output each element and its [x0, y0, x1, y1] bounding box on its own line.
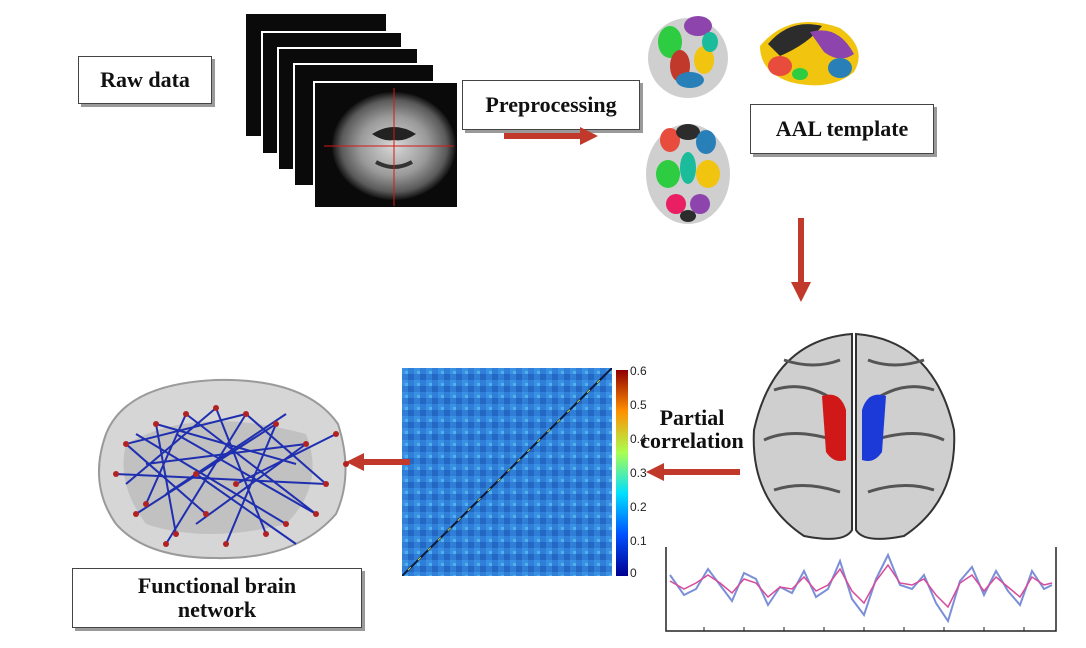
partial-correlation-line1: Partial [659, 405, 725, 430]
aal-template-label: AAL template [750, 104, 934, 154]
time-series-plot [665, 547, 1057, 632]
partial-correlation-line2: correlation [640, 428, 744, 454]
aal-template-images [646, 16, 859, 224]
functional-line2: network [177, 597, 257, 622]
colorbar-tick-1: 0.5 [630, 398, 647, 412]
functional-brain-network-image [97, 378, 349, 560]
raw-data-label: Raw data [78, 56, 212, 104]
correlation-matrix [402, 368, 612, 576]
functional-line1: Functional brain [137, 572, 297, 598]
arrow-to-network [346, 453, 410, 471]
arrow-to-matrix [646, 463, 740, 481]
colorbar-tick-3: 0.3 [630, 466, 647, 480]
colorbar-tick-6: 0 [630, 566, 637, 580]
colorbar-tick-5: 0.1 [630, 534, 647, 548]
raw-data-text: Raw data [100, 66, 190, 92]
colorbar-tick-4: 0.2 [630, 500, 647, 514]
colorbar [616, 370, 628, 576]
mri-slice-stack [246, 14, 459, 209]
arrow-to-aal [504, 127, 598, 145]
colorbar-tick-2: 0.4 [630, 432, 647, 446]
partial-correlation-label: Partial correlation [632, 406, 752, 452]
colorbar-tick-0: 0.6 [630, 364, 647, 378]
functional-brain-network-label: Functional brain network [72, 568, 362, 628]
arrow-down [791, 218, 811, 302]
aal-template-text: AAL template [775, 115, 909, 141]
brain-top-view [752, 332, 956, 540]
preprocessing-label: Preprocessing [462, 80, 640, 130]
preprocessing-text: Preprocessing [485, 91, 617, 117]
